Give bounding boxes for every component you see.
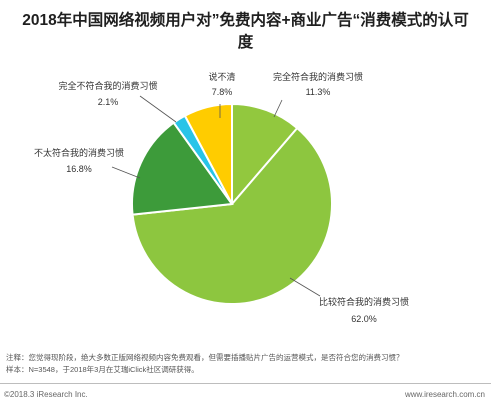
leader-mostly-fits xyxy=(289,277,321,297)
label-unclear-name: 说不清 xyxy=(208,71,235,82)
leader-lines xyxy=(111,95,321,297)
label-mostly-fits-value: 62.0% xyxy=(351,314,377,324)
pie-slices xyxy=(131,102,333,305)
label-fully-fits-value: 11.3% xyxy=(306,87,331,97)
slice-mostly-fits xyxy=(131,126,333,305)
label-fully-fits-name: 完全符合我的消费习惯 xyxy=(273,71,363,82)
chart-title: 2018年中国网络视频用户对”免费内容+商业广告“消费模式的认可度 xyxy=(22,12,469,51)
footer-website: www.iresearch.com.cn xyxy=(404,390,485,399)
label-not-at-all-fits-value: 2.1% xyxy=(98,97,119,107)
footer-copyright: ©2018.3 iResearch Inc. xyxy=(4,390,88,399)
slice-unclear xyxy=(183,102,233,205)
label-not-quite-fits-value: 16.8% xyxy=(66,164,92,174)
leader-not-at-all-fits xyxy=(139,95,177,123)
label-unclear-value: 7.8% xyxy=(212,87,233,97)
leader-not-quite-fits xyxy=(111,166,141,179)
leader-fully-fits xyxy=(273,99,283,118)
label-not-at-all-fits-name: 完全不符合我的消费习惯 xyxy=(58,80,157,91)
footnote-sample: 样本：N=3548，于2018年3月在艾瑞iClick社区调研获得。 xyxy=(6,365,199,374)
slice-not-quite-fits xyxy=(131,121,234,216)
footnote-note: 注释：您觉得现阶段，绝大多数正版网络视频内容免费观看，但需要插播贴片广告的运营模… xyxy=(6,353,404,362)
label-mostly-fits-name: 比较符合我的消费习惯 xyxy=(319,296,409,307)
footer-divider xyxy=(0,383,491,384)
slice-fully-fits xyxy=(231,102,299,207)
label-not-quite-fits-name: 不太符合我的消费习惯 xyxy=(34,147,124,158)
